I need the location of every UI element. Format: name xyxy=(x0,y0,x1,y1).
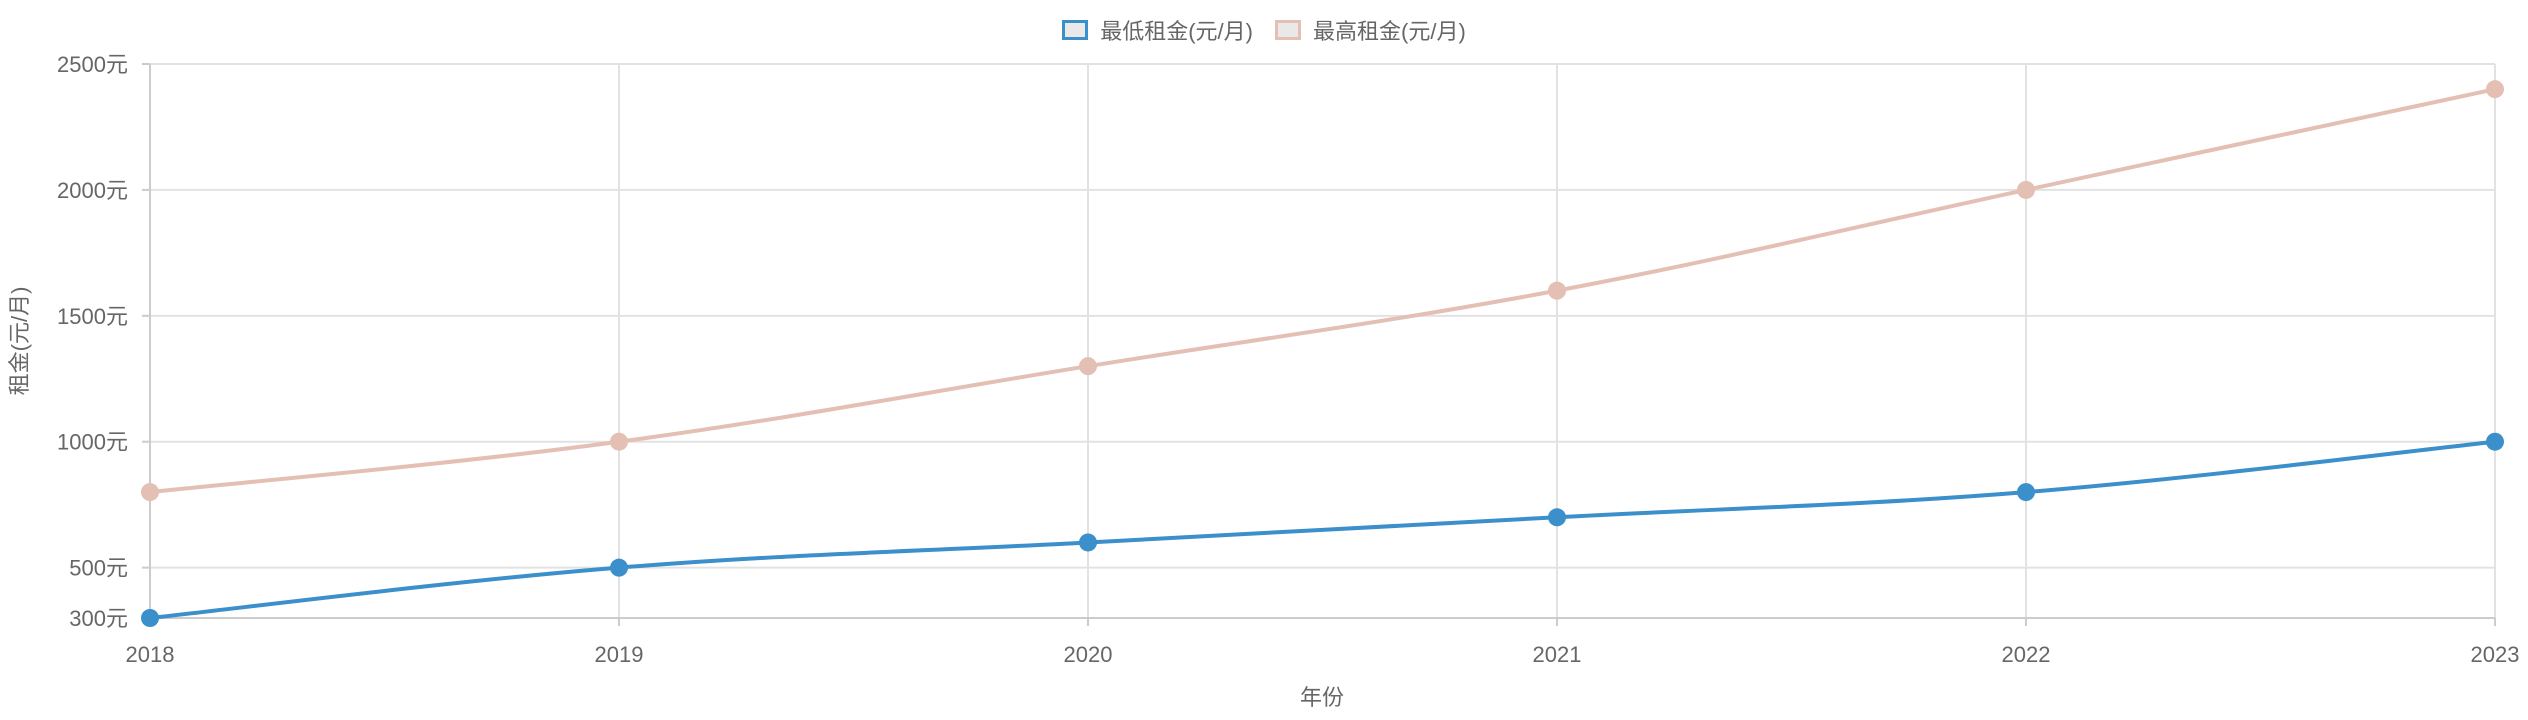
legend-swatch-min-rent xyxy=(1062,20,1089,40)
y-tick-label: 500元 xyxy=(69,556,128,581)
y-tick-label: 2000元 xyxy=(57,178,128,203)
y-axis-label: 租金(元/月) xyxy=(7,287,32,396)
x-tick-label: 2023 xyxy=(2471,642,2520,667)
data-point-series-1 xyxy=(141,483,159,502)
data-point-series-0 xyxy=(141,609,159,627)
x-tick-label: 2022 xyxy=(2002,642,2051,667)
data-point-series-0 xyxy=(2017,483,2035,502)
series-lines xyxy=(141,80,2504,627)
x-tick-label: 2021 xyxy=(1533,642,1582,667)
data-point-series-0 xyxy=(2486,432,2504,451)
data-point-series-1 xyxy=(2486,80,2504,99)
y-tick-label: 2500元 xyxy=(57,52,128,77)
chart-legend: 最低租金(元/月) 最高租金(元/月) xyxy=(0,14,2528,46)
data-point-series-1 xyxy=(1548,281,1566,300)
x-tick-label: 2019 xyxy=(595,642,644,667)
y-tick-label: 300元 xyxy=(69,606,128,631)
y-tick-label: 1000元 xyxy=(57,430,128,455)
data-point-series-0 xyxy=(1079,533,1097,552)
legend-swatch-max-rent xyxy=(1275,20,1301,40)
axes: 300元 500元 1000元 1500元 2000元 2500元 2018 2019 2020… xyxy=(57,52,2519,667)
x-tick-label: 2018 xyxy=(126,642,175,667)
data-point-series-1 xyxy=(1079,357,1097,376)
legend-label-min-rent: 最低租金(元/月) xyxy=(1100,19,1253,44)
x-axis-label: 年份 xyxy=(1300,685,1344,710)
x-tick-label: 2020 xyxy=(1064,642,1113,667)
grid-lines xyxy=(149,63,2496,619)
data-point-series-0 xyxy=(1548,508,1566,527)
legend-item-min-rent[interactable]: 最低租金(元/月) xyxy=(1062,14,1253,46)
data-point-series-0 xyxy=(610,558,628,577)
series-line-1 xyxy=(149,87,2496,495)
series-line-0 xyxy=(149,439,2496,620)
legend-item-max-rent[interactable]: 最高租金(元/月) xyxy=(1275,14,1466,46)
data-point-series-1 xyxy=(2017,180,2035,199)
legend-label-max-rent: 最高租金(元/月) xyxy=(1313,19,1466,44)
data-point-series-1 xyxy=(610,432,628,451)
y-tick-label: 1500元 xyxy=(57,304,128,329)
